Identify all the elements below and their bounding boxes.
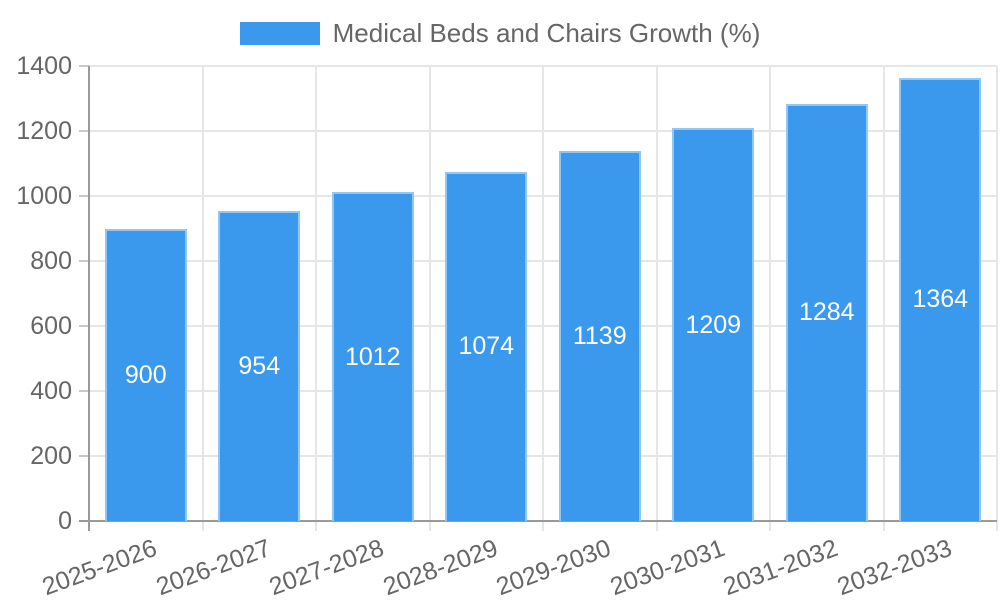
bar-2030-2031 [672, 128, 755, 521]
y-axis-line [88, 66, 90, 531]
bar-value-label: 1364 [912, 285, 969, 314]
x-gridline [996, 66, 998, 531]
legend-label: Medical Beds and Chairs Growth (%) [332, 18, 761, 48]
y-axis-tick [79, 390, 89, 392]
y-axis-tick [79, 260, 89, 262]
y-axis-tick-label: 600 [30, 312, 72, 340]
x-axis-label: 2026-2027 [152, 533, 275, 600]
x-gridline [201, 66, 204, 531]
bar-value-label: 954 [238, 351, 281, 380]
x-axis-label: 2031-2032 [719, 533, 842, 600]
bar-2027-2028 [331, 192, 414, 521]
x-gridline [769, 66, 771, 531]
y-axis-tick [79, 130, 89, 132]
bar-value-label: 900 [124, 360, 167, 389]
y-axis-tick-label: 1000 [16, 182, 72, 210]
y-axis-tick-label: 200 [30, 442, 72, 470]
bar-value-label: 1284 [798, 298, 855, 327]
y-axis-tick-label: 400 [30, 377, 72, 405]
bar-2031-2032 [785, 103, 868, 521]
y-axis-tick [79, 455, 89, 457]
x-gridline [428, 66, 431, 531]
x-axis-label: 2030-2031 [606, 533, 729, 600]
legend-swatch [239, 21, 320, 45]
bar-value-label: 1139 [572, 321, 627, 350]
bar-value-label: 1209 [685, 310, 742, 339]
bar-2028-2029 [445, 171, 528, 521]
x-axis-label: 2032-2033 [833, 533, 956, 600]
bar-2026-2027 [218, 210, 301, 521]
bar-2032-2033 [899, 77, 982, 521]
y-axis-tick [79, 195, 89, 197]
legend[interactable]: Medical Beds and Chairs Growth (%) [0, 19, 1000, 47]
x-axis-line [79, 520, 997, 522]
bar-2029-2030 [558, 150, 641, 521]
y-axis-tick-label: 1400 [16, 52, 72, 80]
x-axis-label: 2027-2028 [265, 533, 388, 600]
y-axis-tick-label: 800 [30, 247, 72, 275]
y-axis-tick-label: 1200 [16, 117, 72, 145]
y-axis-tick-label: 0 [58, 507, 72, 535]
y-axis-tick [79, 325, 89, 327]
x-gridline [315, 66, 317, 531]
x-axis-label: 2029-2030 [492, 533, 615, 600]
bar-value-label: 1074 [458, 332, 515, 361]
x-gridline [882, 66, 885, 531]
x-axis-label: 2025-2026 [38, 533, 161, 600]
bar-value-label: 1012 [344, 342, 401, 371]
x-axis-label: 2028-2029 [379, 533, 502, 600]
y-axis-tick [79, 65, 89, 67]
x-gridline [655, 66, 658, 531]
x-gridline [542, 66, 544, 531]
bar-2025-2026 [104, 228, 187, 521]
